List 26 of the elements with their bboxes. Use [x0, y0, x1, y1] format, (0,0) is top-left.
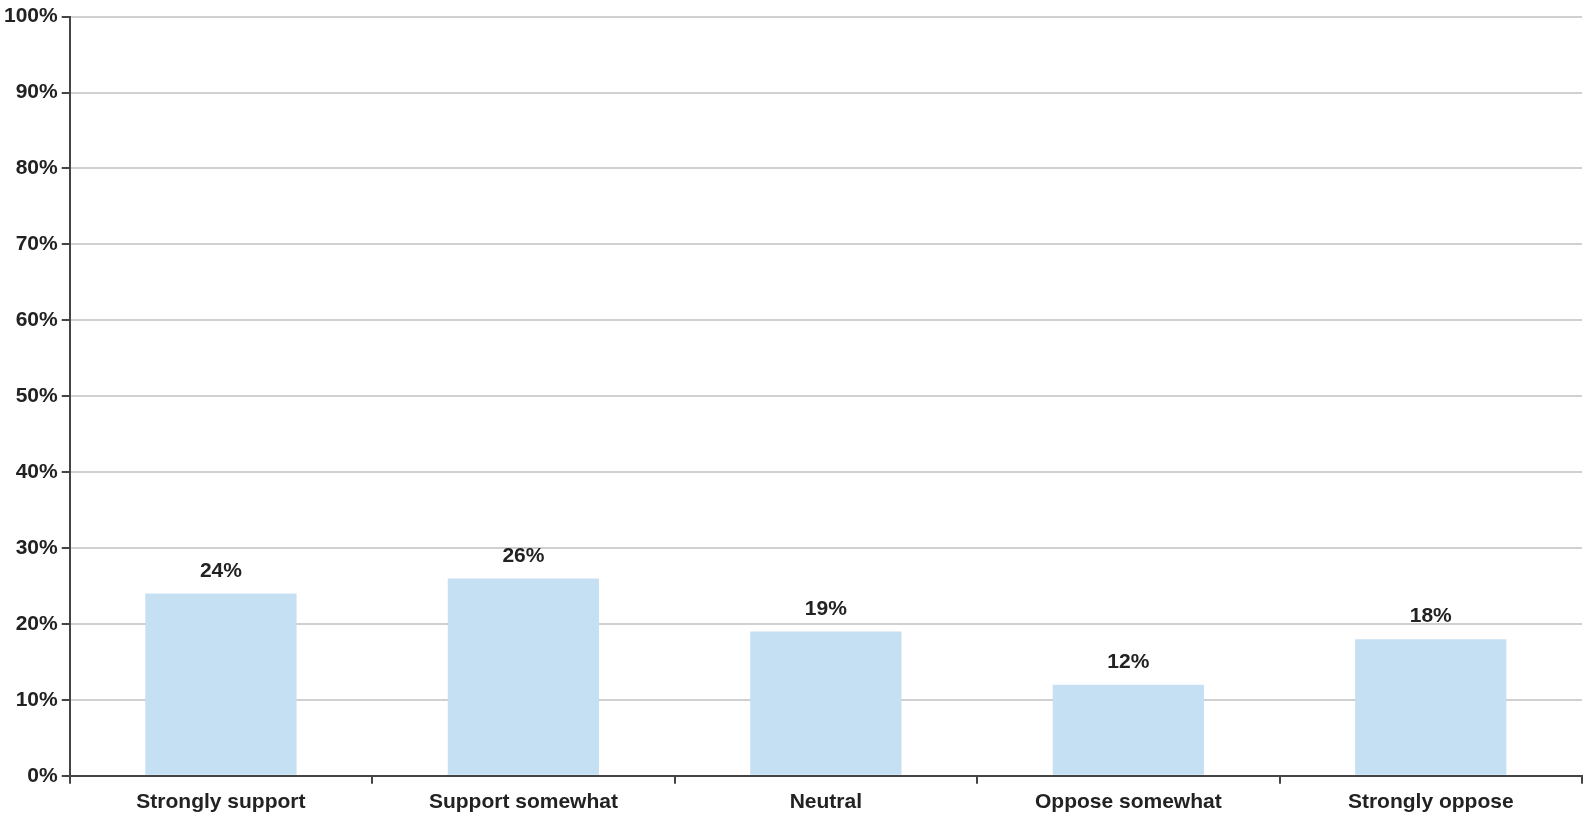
y-tick-label: 0% [27, 762, 59, 786]
data-label: 18% [1409, 603, 1453, 627]
bar [1355, 639, 1507, 775]
y-tick-label: 60% [15, 307, 59, 331]
bar [750, 631, 902, 775]
y-tick-label: 10% [15, 686, 59, 710]
y-tick-label: 90% [15, 79, 59, 103]
x-tick-label: Neutral [789, 789, 863, 813]
y-tick-label: 30% [15, 534, 59, 558]
y-tick-label: 40% [15, 458, 59, 482]
y-tick-label: 20% [15, 610, 59, 634]
y-tick-label: 70% [15, 231, 59, 255]
data-label: 24% [199, 557, 243, 581]
y-tick-label: 80% [15, 155, 59, 179]
bar [1052, 684, 1204, 775]
x-tick-label: Oppose somewhat [1034, 789, 1222, 813]
y-tick-label: 100% [3, 3, 59, 27]
x-tick-label: Support somewhat [428, 789, 618, 813]
data-label: 12% [1107, 648, 1150, 672]
bar [447, 578, 600, 775]
x-tick-label: Strongly support [136, 789, 306, 813]
bar [145, 593, 297, 775]
x-tick-label: Strongly oppose [1347, 789, 1514, 813]
data-label: 26% [502, 542, 545, 566]
data-label: 19% [804, 595, 848, 619]
y-tick-label: 50% [15, 383, 59, 406]
